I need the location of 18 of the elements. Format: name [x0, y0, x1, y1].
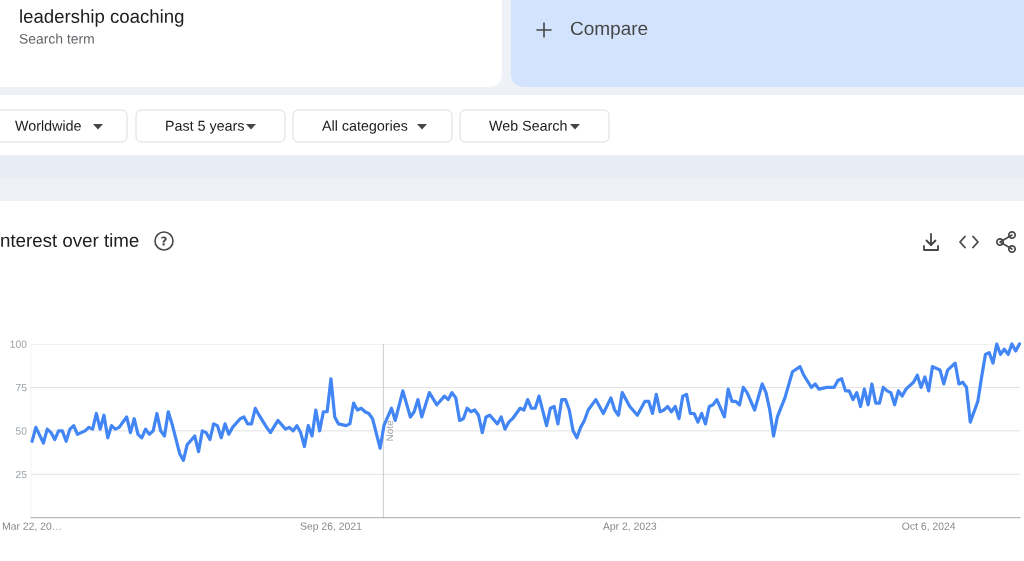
y-tick-label: 25 [15, 470, 27, 479]
x-tick-label: Apr 2, 2023 [602, 522, 657, 532]
y-tick-label: 50 [15, 427, 27, 435]
text: Worldwide [15, 120, 81, 131]
text: All categories [322, 120, 408, 134]
y-tick-label: 100 [10, 340, 27, 348]
text: Past 5 years [166, 120, 244, 134]
y-tick-label: 75 [15, 384, 27, 392]
ref-line-label: Note [386, 420, 394, 441]
x-tick-label: Oct 6, 2024 [902, 522, 956, 532]
text: Web Search [489, 120, 567, 131]
line-series [30, 342, 1022, 462]
text: Search term [19, 33, 94, 44]
x-tick-label: Mar 22, 20… [2, 522, 61, 532]
text: leadership coaching [20, 9, 184, 27]
text: Compare [570, 21, 648, 39]
chart-title: nterest over time [1, 233, 139, 248]
x-tick-label: Sep 26, 2021 [300, 522, 362, 532]
